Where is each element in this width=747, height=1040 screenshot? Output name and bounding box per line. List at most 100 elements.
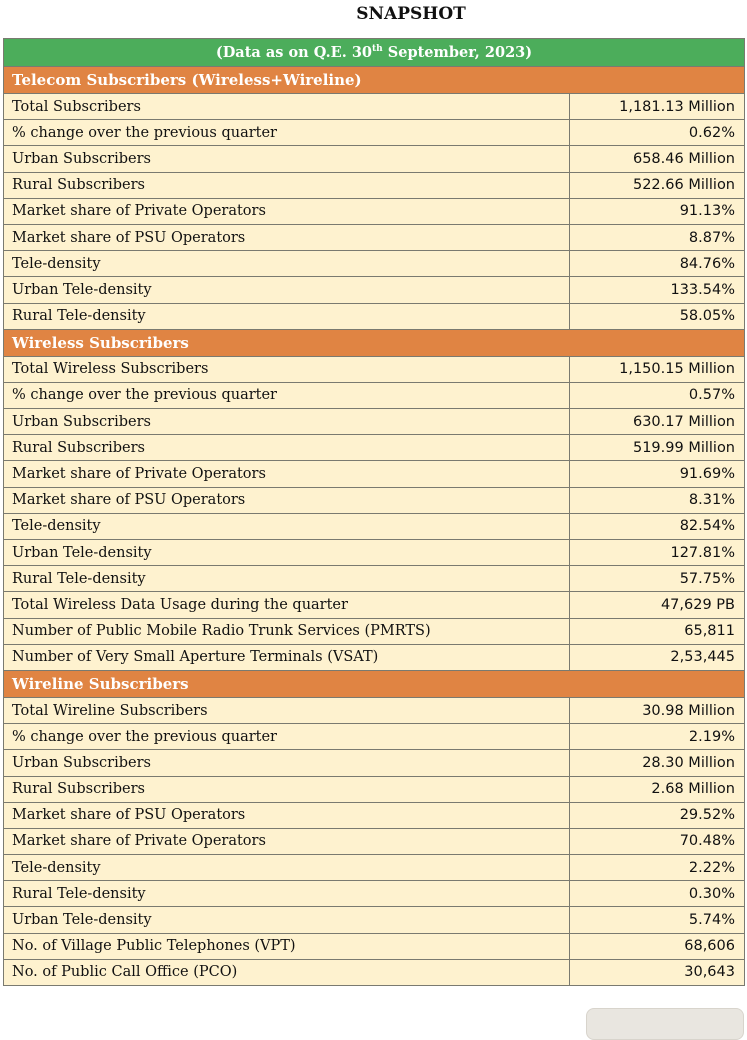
metric-label: Rural Tele-density	[3, 302, 570, 330]
table-row: Urban Subscribers 28.30 Million	[3, 749, 745, 777]
table-row: % change over the previous quarter 0.62%	[3, 119, 745, 147]
metric-label: Market share of Private Operators	[3, 197, 570, 225]
metric-value: 29.52%	[569, 801, 745, 829]
metric-label: Urban Subscribers	[3, 749, 570, 777]
metric-value: 30,643	[569, 958, 745, 987]
metric-label: Rural Subscribers	[3, 775, 570, 803]
metric-label: % change over the previous quarter	[3, 723, 570, 751]
table-row: No. of Public Call Office (PCO) 30,643	[3, 958, 745, 987]
metric-label: Number of Very Small Aperture Terminals …	[3, 643, 570, 671]
metric-label: Total Wireline Subscribers	[3, 696, 570, 725]
snapshot-table: (Data as on Q.E. 30th September, 2023) T…	[3, 38, 745, 987]
table-row: Market share of PSU Operators 29.52%	[3, 801, 745, 829]
metric-value: 82.54%	[569, 512, 745, 541]
section-heading: Wireless Subscribers	[3, 328, 745, 357]
metric-value: 8.31%	[569, 486, 745, 514]
metric-label: Rural Subscribers	[3, 434, 570, 462]
metric-label: Urban Tele-density	[3, 906, 570, 934]
metric-label: Total Wireless Subscribers	[3, 355, 570, 383]
metric-label: Number of Public Mobile Radio Trunk Serv…	[3, 617, 570, 645]
metric-value: 2.19%	[569, 723, 745, 751]
table-row: No. of Village Public Telephones (VPT) 68…	[3, 932, 745, 960]
metric-label: Urban Subscribers	[3, 145, 570, 173]
date-header-prefix: (Data as on Q.E. 30	[215, 44, 372, 61]
metric-value: 47,629 PB	[569, 591, 745, 619]
table-row: Market share of PSU Operators 8.87%	[3, 223, 745, 252]
table-row: Total Wireless Subscribers 1,150.15 Milli…	[3, 355, 745, 383]
section-header-row: Telecom Subscribers (Wireless+Wireline)	[3, 66, 745, 94]
metric-value: 70.48%	[569, 827, 745, 856]
table-row: Tele-density 84.76%	[3, 250, 745, 278]
metric-value: 28.30 Million	[569, 749, 745, 777]
metric-label: Total Subscribers	[3, 92, 570, 121]
table-row: Rural Tele-density 0.30%	[3, 880, 745, 908]
metric-value: 658.46 Million	[569, 145, 745, 173]
date-header: (Data as on Q.E. 30th September, 2023)	[3, 38, 745, 67]
metric-label: Urban Tele-density	[3, 538, 570, 567]
table-row: Urban Subscribers 630.17 Million	[3, 408, 745, 436]
metric-value: 1,150.15 Million	[569, 355, 745, 383]
metric-value: 0.30%	[569, 880, 745, 908]
table-row: Rural Subscribers 522.66 Million	[3, 171, 745, 199]
metric-value: 0.57%	[569, 381, 745, 410]
table-row: Rural Tele-density 58.05%	[3, 302, 745, 330]
metric-value: 57.75%	[569, 565, 745, 593]
metric-value: 68,606	[569, 932, 745, 960]
metric-value: 65,811	[569, 617, 745, 645]
date-header-row: (Data as on Q.E. 30th September, 2023)	[3, 38, 745, 67]
table-row: Rural Tele-density 57.75%	[3, 565, 745, 593]
table-row: Market share of Private Operators 70.48%	[3, 827, 745, 856]
metric-label: % change over the previous quarter	[3, 119, 570, 147]
metric-value: 91.69%	[569, 460, 745, 488]
metric-value: 0.62%	[569, 119, 745, 147]
table-row: Number of Public Mobile Radio Trunk Serv…	[3, 617, 745, 645]
table-row: Total Wireline Subscribers 30.98 Million	[3, 696, 745, 725]
metric-label: Market share of PSU Operators	[3, 801, 570, 829]
table-row: Rural Subscribers 2.68 Million	[3, 775, 745, 803]
metric-value: 5.74%	[569, 906, 745, 934]
metric-label: Market share of Private Operators	[3, 460, 570, 488]
table-row: % change over the previous quarter 0.57%	[3, 381, 745, 410]
table-row: Total Subscribers 1,181.13 Million	[3, 92, 745, 121]
table-row: Market share of Private Operators 91.69%	[3, 460, 745, 488]
table-row: Urban Subscribers 658.46 Million	[3, 145, 745, 173]
metric-value: 133.54%	[569, 276, 745, 304]
metric-value: 30.98 Million	[569, 696, 745, 725]
metric-value: 522.66 Million	[569, 171, 745, 199]
metric-label: % change over the previous quarter	[3, 381, 570, 410]
metric-value: 2,53,445	[569, 643, 745, 671]
metric-label: Market share of Private Operators	[3, 827, 570, 856]
metric-value: 84.76%	[569, 250, 745, 278]
table-row: % change over the previous quarter 2.19%	[3, 723, 745, 751]
metric-value: 58.05%	[569, 302, 745, 330]
table-row: Urban Tele-density 127.81%	[3, 538, 745, 567]
screenshot-tooltip[interactable]	[586, 1008, 744, 1040]
date-header-sup: th	[372, 44, 383, 55]
metric-value: 1,181.13 Million	[569, 92, 745, 121]
section-heading: Wireline Subscribers	[3, 669, 745, 698]
page-title: SNAPSHOT	[356, 4, 466, 24]
metric-label: Rural Tele-density	[3, 880, 570, 908]
date-header-suffix: September, 2023)	[382, 44, 533, 61]
table-row: Market share of PSU Operators 8.31%	[3, 486, 745, 514]
metric-value: 519.99 Million	[569, 434, 745, 462]
metric-label: Tele-density	[3, 512, 570, 541]
table-row: Rural Subscribers 519.99 Million	[3, 434, 745, 462]
metric-value: 127.81%	[569, 538, 745, 567]
table-row: Urban Tele-density 133.54%	[3, 276, 745, 304]
table-row: Tele-density 2.22%	[3, 854, 745, 882]
metric-label: Total Wireless Data Usage during the qua…	[3, 591, 570, 619]
metric-label: Tele-density	[3, 854, 570, 882]
table-row: Total Wireless Data Usage during the qua…	[3, 591, 745, 619]
metric-label: No. of Village Public Telephones (VPT)	[3, 932, 570, 960]
table-row: Urban Tele-density 5.74%	[3, 906, 745, 934]
metric-label: Rural Tele-density	[3, 565, 570, 593]
metric-label: Rural Subscribers	[3, 171, 570, 199]
metric-label: Market share of PSU Operators	[3, 486, 570, 514]
table-row: Tele-density 82.54%	[3, 512, 745, 541]
metric-value: 2.68 Million	[569, 775, 745, 803]
metric-label: No. of Public Call Office (PCO)	[3, 958, 570, 987]
section-header-row: Wireless Subscribers	[3, 328, 745, 357]
metric-label: Urban Tele-density	[3, 276, 570, 304]
section-header-row: Wireline Subscribers	[3, 669, 745, 698]
